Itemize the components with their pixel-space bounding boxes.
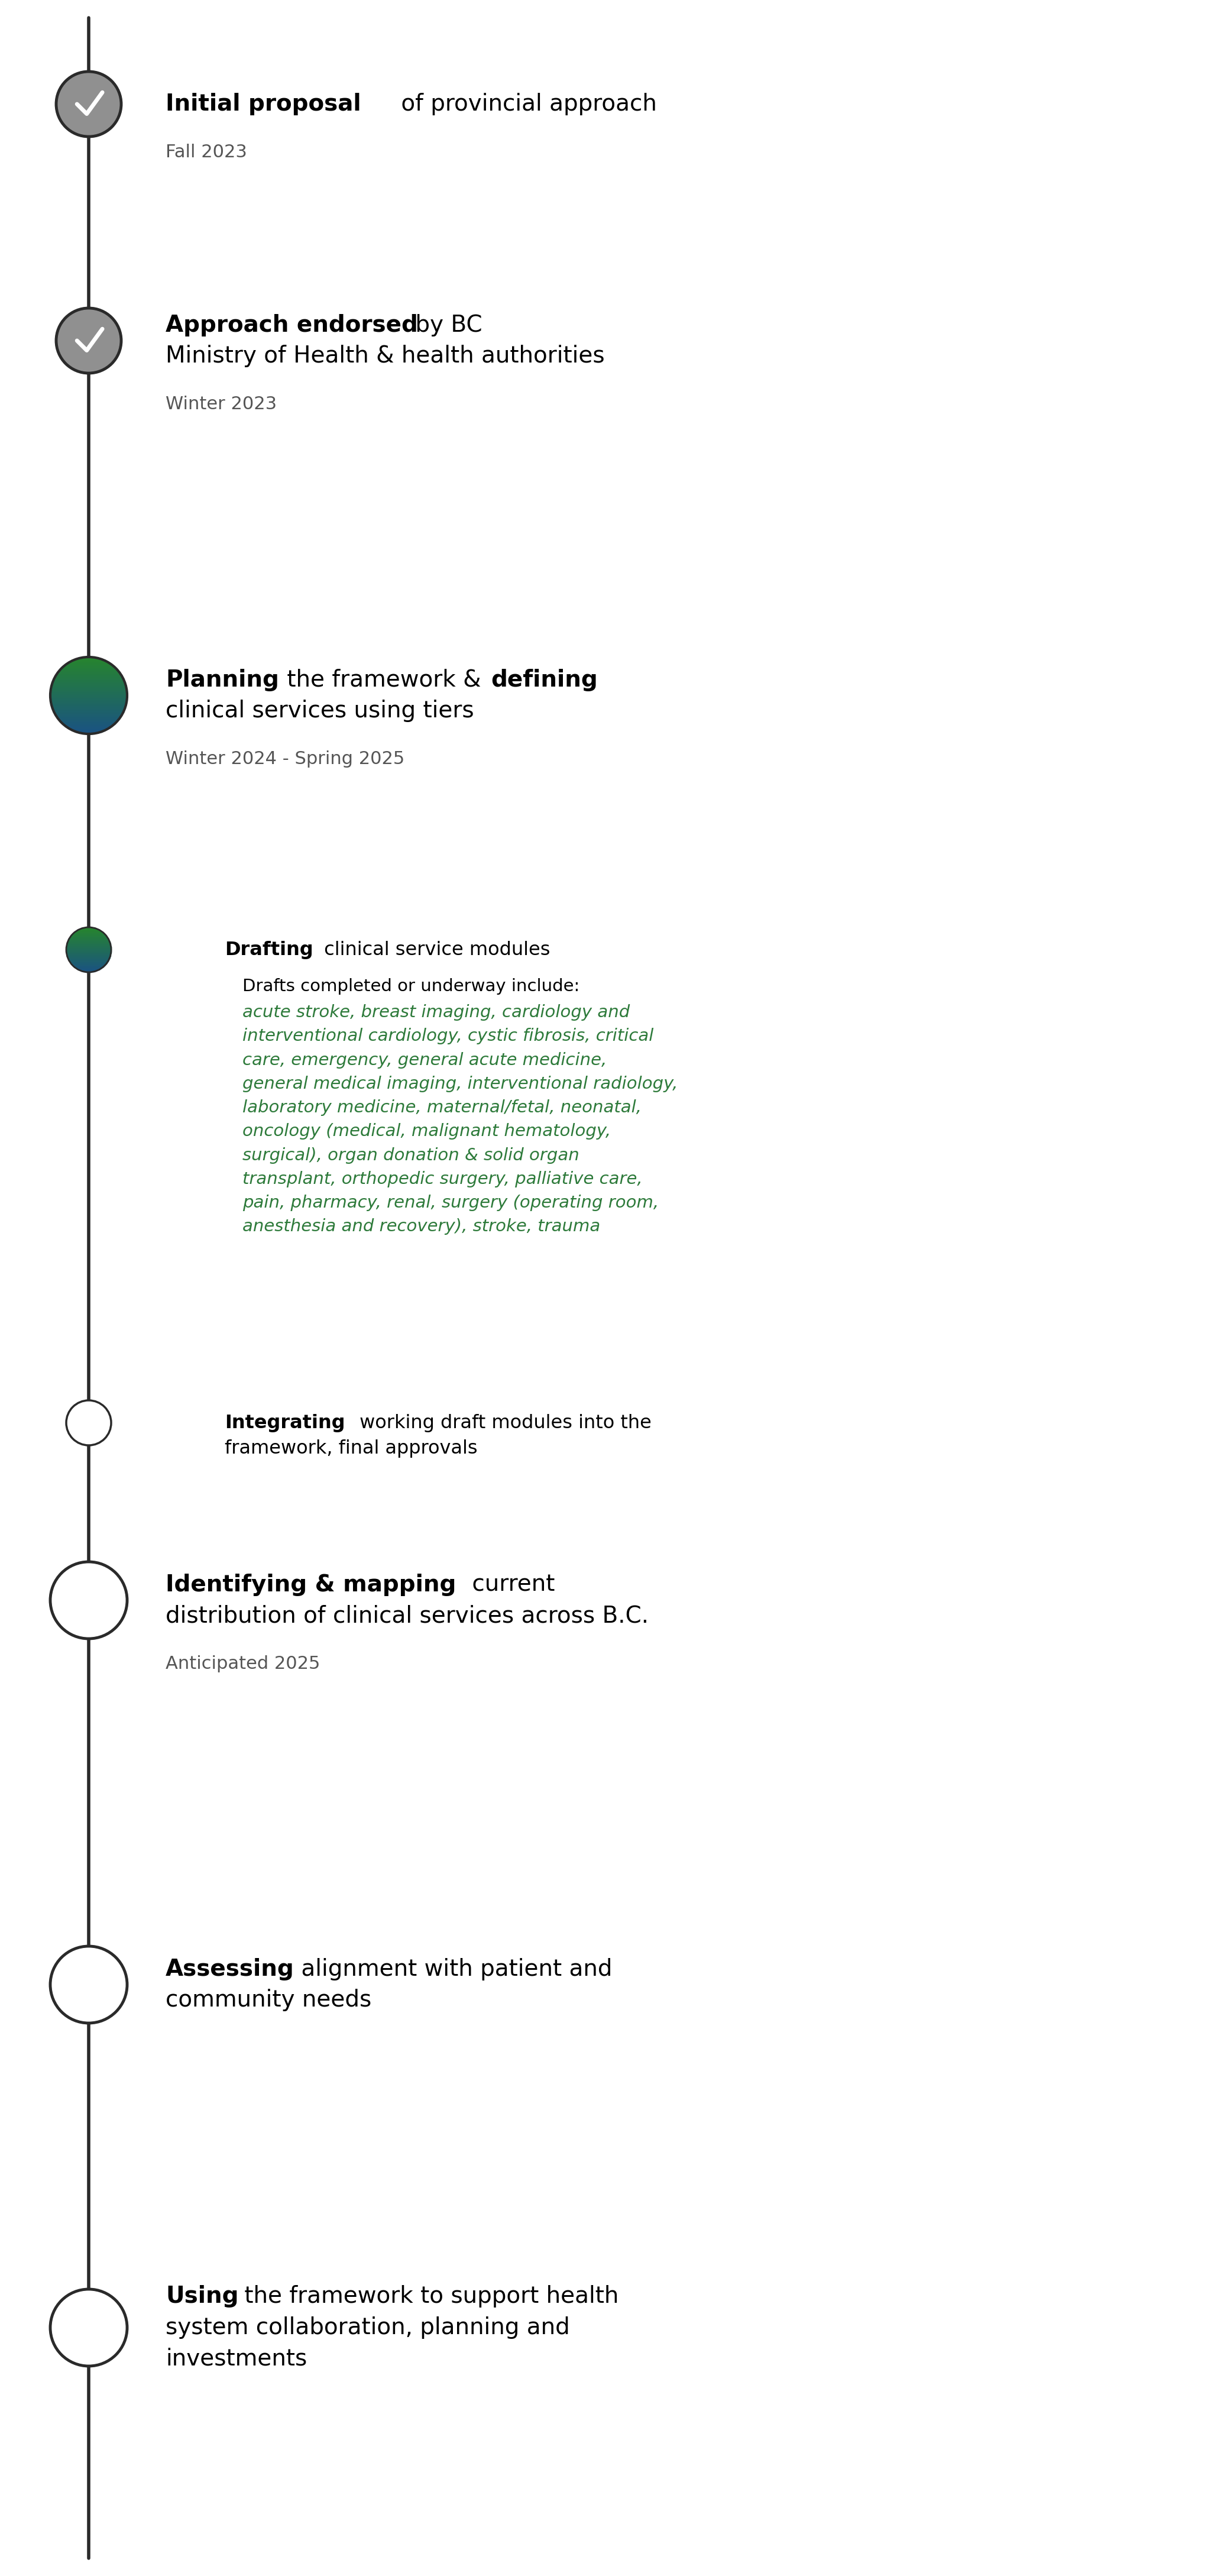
Text: framework, final approvals: framework, final approvals	[225, 1440, 477, 1458]
Text: care, emergency, general acute medicine,: care, emergency, general acute medicine,	[243, 1051, 606, 1069]
Text: by BC: by BC	[408, 314, 482, 337]
Text: defining: defining	[490, 670, 598, 690]
Text: surgical), organ donation & solid organ: surgical), organ donation & solid organ	[243, 1146, 580, 1164]
Circle shape	[66, 1401, 111, 1445]
Text: distribution of clinical services across B.C.: distribution of clinical services across…	[165, 1605, 649, 1628]
Text: system collaboration, planning and: system collaboration, planning and	[165, 2316, 570, 2339]
Text: Using: Using	[165, 2285, 239, 2308]
Text: Ministry of Health & health authorities: Ministry of Health & health authorities	[165, 345, 605, 368]
Text: the framework to support health: the framework to support health	[237, 2285, 618, 2308]
Text: Integrating: Integrating	[225, 1414, 345, 1432]
Text: Identifying & mapping: Identifying & mapping	[165, 1574, 457, 1597]
Circle shape	[51, 1561, 127, 1638]
Text: transplant, orthopedic surgery, palliative care,: transplant, orthopedic surgery, palliati…	[243, 1172, 643, 1188]
Text: acute stroke, breast imaging, cardiology and: acute stroke, breast imaging, cardiology…	[243, 1005, 629, 1020]
Text: the framework &: the framework &	[279, 670, 488, 690]
Text: of provincial approach: of provincial approach	[394, 93, 657, 116]
Text: Winter 2024 - Spring 2025: Winter 2024 - Spring 2025	[165, 750, 405, 768]
Circle shape	[51, 1947, 127, 2022]
Text: Approach endorsed: Approach endorsed	[165, 314, 418, 337]
Text: Drafts completed or underway include:: Drafts completed or underway include:	[243, 979, 580, 994]
Text: investments: investments	[165, 2347, 307, 2370]
Text: interventional cardiology, cystic fibrosis, critical: interventional cardiology, cystic fibros…	[243, 1028, 654, 1046]
Circle shape	[57, 72, 121, 137]
Text: Assessing: Assessing	[165, 1958, 295, 1981]
Circle shape	[51, 2290, 127, 2367]
Text: general medical imaging, interventional radiology,: general medical imaging, interventional …	[243, 1077, 678, 1092]
Text: Drafting: Drafting	[225, 940, 313, 958]
Text: working draft modules into the: working draft modules into the	[354, 1414, 651, 1432]
Text: Initial proposal: Initial proposal	[165, 93, 361, 116]
Text: Anticipated 2025: Anticipated 2025	[165, 1656, 320, 1672]
Text: Planning: Planning	[165, 670, 279, 690]
Text: Winter 2023: Winter 2023	[165, 397, 277, 412]
Text: laboratory medicine, maternal/fetal, neonatal,: laboratory medicine, maternal/fetal, neo…	[243, 1100, 641, 1115]
Text: clinical services using tiers: clinical services using tiers	[165, 701, 474, 721]
Circle shape	[57, 309, 121, 374]
Text: anesthesia and recovery), stroke, trauma: anesthesia and recovery), stroke, trauma	[243, 1218, 600, 1234]
Text: oncology (medical, malignant hematology,: oncology (medical, malignant hematology,	[243, 1123, 611, 1139]
Text: alignment with patient and: alignment with patient and	[294, 1958, 612, 1981]
Text: pain, pharmacy, renal, surgery (operating room,: pain, pharmacy, renal, surgery (operatin…	[243, 1195, 658, 1211]
Text: current: current	[465, 1574, 554, 1597]
Text: clinical service modules: clinical service modules	[319, 940, 551, 958]
Text: community needs: community needs	[165, 1989, 372, 2012]
Text: Fall 2023: Fall 2023	[165, 144, 248, 160]
